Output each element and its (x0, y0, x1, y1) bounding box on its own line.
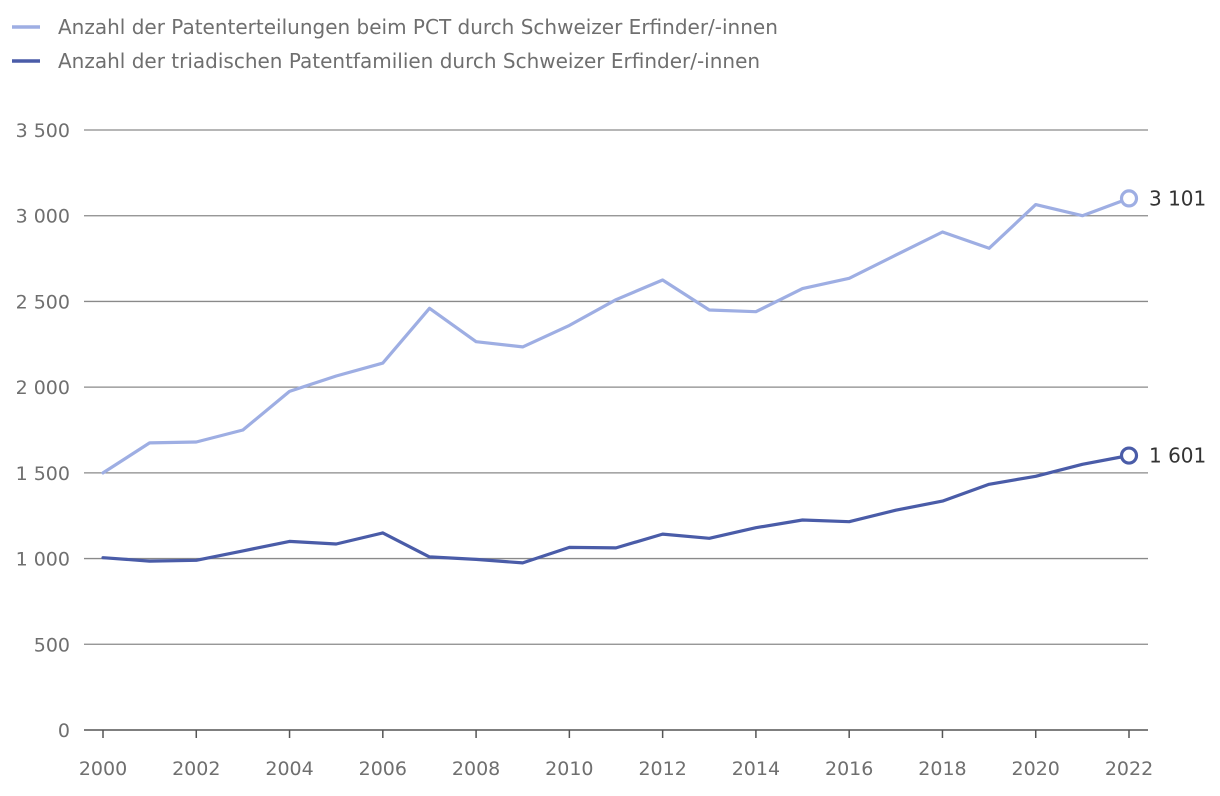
legend-label-2: Anzahl der triadischen Patentfamilien du… (58, 49, 760, 73)
x-tick-label-2010: 2010 (545, 758, 593, 780)
y-axis: 0 500 1 000 1 500 2 000 2 500 3 000 3 500 (16, 120, 70, 742)
series-line-2 (101, 453, 1131, 565)
series-line-1 (101, 196, 1131, 475)
y-tick-label-500: 500 (34, 634, 70, 656)
y-tick-label-2500: 2 500 (16, 291, 70, 313)
x-tick-label-2016: 2016 (825, 758, 873, 780)
x-tick-label-2002: 2002 (172, 758, 220, 780)
x-tick-label-2018: 2018 (918, 758, 966, 780)
y-tick-label-1500: 1 500 (16, 463, 70, 485)
end-value-label-2: 1 601 (1149, 444, 1206, 468)
x-tick-label-2004: 2004 (265, 758, 313, 780)
legend: Anzahl der Patenterteilungen beim PCT du… (12, 15, 778, 73)
x-tick-label-2020: 2020 (1012, 758, 1060, 780)
x-tick-label-2014: 2014 (732, 758, 780, 780)
x-axis: 2000 2002 2004 2006 2008 2010 2012 2014 2016 2018… (79, 729, 1153, 780)
legend-label-1: Anzahl der Patenterteilungen beim PCT du… (58, 15, 778, 39)
y-tick-label-3500: 3 500 (16, 120, 70, 142)
series-lines (101, 196, 1131, 565)
y-tick-label-1000: 1 000 (16, 549, 70, 571)
x-tick-label-2022: 2022 (1105, 758, 1153, 780)
x-tick-label-2006: 2006 (359, 758, 407, 780)
y-tick-label-0: 0 (58, 720, 70, 742)
x-tick-label-2008: 2008 (452, 758, 500, 780)
y-tick-label-3000: 3 000 (16, 206, 70, 228)
gridlines (84, 129, 1148, 645)
y-tick-label-2000: 2 000 (16, 377, 70, 399)
x-tick-label-2000: 2000 (79, 758, 127, 780)
end-markers: 3 101 1 601 (1119, 186, 1206, 468)
end-value-label-1: 3 101 (1149, 186, 1206, 210)
x-tick-label-2012: 2012 (638, 758, 686, 780)
end-marker-2 (1119, 446, 1139, 465)
end-marker-1 (1119, 189, 1139, 208)
